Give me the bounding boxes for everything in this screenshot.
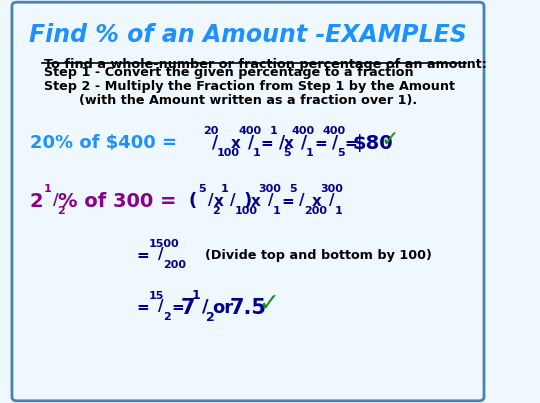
Text: 1: 1 [252, 148, 260, 158]
Text: =: = [314, 136, 327, 151]
Text: 2: 2 [163, 312, 171, 322]
Text: 5: 5 [198, 185, 206, 195]
Text: 15: 15 [148, 291, 164, 301]
Text: To find a whole-number or fraction percentage of an amount:: To find a whole-number or fraction perce… [44, 58, 487, 71]
Text: 2: 2 [57, 206, 65, 216]
Text: /: / [279, 134, 285, 152]
Text: 1: 1 [269, 127, 277, 137]
Text: /: / [301, 134, 307, 152]
Text: 1500: 1500 [148, 239, 179, 249]
Text: 7.5: 7.5 [230, 297, 267, 318]
Text: (with the Amount written as a fraction over 1).: (with the Amount written as a fraction o… [79, 94, 417, 107]
Text: /: / [158, 247, 164, 262]
Text: Find % of an Amount -EXAMPLES: Find % of an Amount -EXAMPLES [29, 23, 467, 48]
Text: 20: 20 [203, 127, 218, 137]
Text: 300: 300 [320, 185, 343, 195]
Text: /: / [268, 193, 273, 208]
Text: /: / [208, 193, 213, 208]
Text: /: / [158, 299, 164, 314]
Text: /: / [329, 193, 335, 208]
Text: (Divide top and bottom by 100): (Divide top and bottom by 100) [205, 249, 432, 262]
Text: =: = [137, 300, 150, 315]
Text: 100: 100 [217, 148, 240, 158]
Text: /: / [332, 134, 339, 152]
Text: (: ( [189, 193, 197, 210]
Text: /: / [212, 134, 219, 152]
Text: /: / [231, 193, 236, 208]
Text: 1: 1 [43, 185, 51, 195]
Text: 200: 200 [304, 206, 327, 216]
Text: x: x [251, 194, 260, 209]
Text: x: x [213, 194, 223, 209]
Text: 300: 300 [259, 185, 281, 195]
Text: 5: 5 [289, 185, 298, 195]
Text: 100: 100 [235, 206, 258, 216]
Text: $80: $80 [352, 134, 393, 153]
Text: =: = [261, 136, 274, 151]
Text: 5: 5 [337, 148, 345, 158]
Text: ✓: ✓ [259, 291, 279, 316]
Text: x: x [231, 136, 240, 151]
Text: /: / [201, 298, 208, 316]
Text: 400: 400 [323, 127, 346, 137]
Text: Step 2 - Multiply the Fraction from Step 1 by the Amount: Step 2 - Multiply the Fraction from Step… [44, 80, 455, 93]
Text: /: / [299, 193, 305, 208]
Text: =: = [344, 136, 357, 151]
Text: x: x [312, 194, 322, 209]
Text: 5: 5 [284, 148, 291, 158]
Text: 7: 7 [181, 297, 195, 318]
Text: 2: 2 [206, 311, 215, 324]
Text: ): ) [244, 193, 252, 210]
Text: =: = [137, 248, 150, 263]
Text: 1: 1 [273, 206, 280, 216]
Text: 200: 200 [163, 260, 186, 270]
Text: 20% of $400 =: 20% of $400 = [30, 135, 177, 152]
Text: 2: 2 [212, 206, 220, 216]
Text: 1: 1 [306, 148, 314, 158]
Text: % of 300 =: % of 300 = [58, 192, 177, 211]
Text: /: / [53, 193, 58, 208]
Text: =: = [171, 300, 184, 315]
Text: 1: 1 [221, 185, 229, 195]
Text: x: x [284, 136, 293, 151]
Text: 1: 1 [192, 289, 201, 302]
Text: Step 1 - Convert the given percentage to a fraction: Step 1 - Convert the given percentage to… [44, 66, 414, 79]
Text: 1: 1 [334, 206, 342, 216]
Text: or: or [212, 299, 234, 317]
Text: 400: 400 [238, 127, 261, 137]
Text: 400: 400 [292, 127, 315, 137]
Text: 2: 2 [30, 192, 44, 211]
Text: /: / [247, 134, 254, 152]
FancyBboxPatch shape [12, 2, 484, 401]
Text: ✓: ✓ [381, 130, 399, 150]
Text: =: = [281, 194, 294, 209]
